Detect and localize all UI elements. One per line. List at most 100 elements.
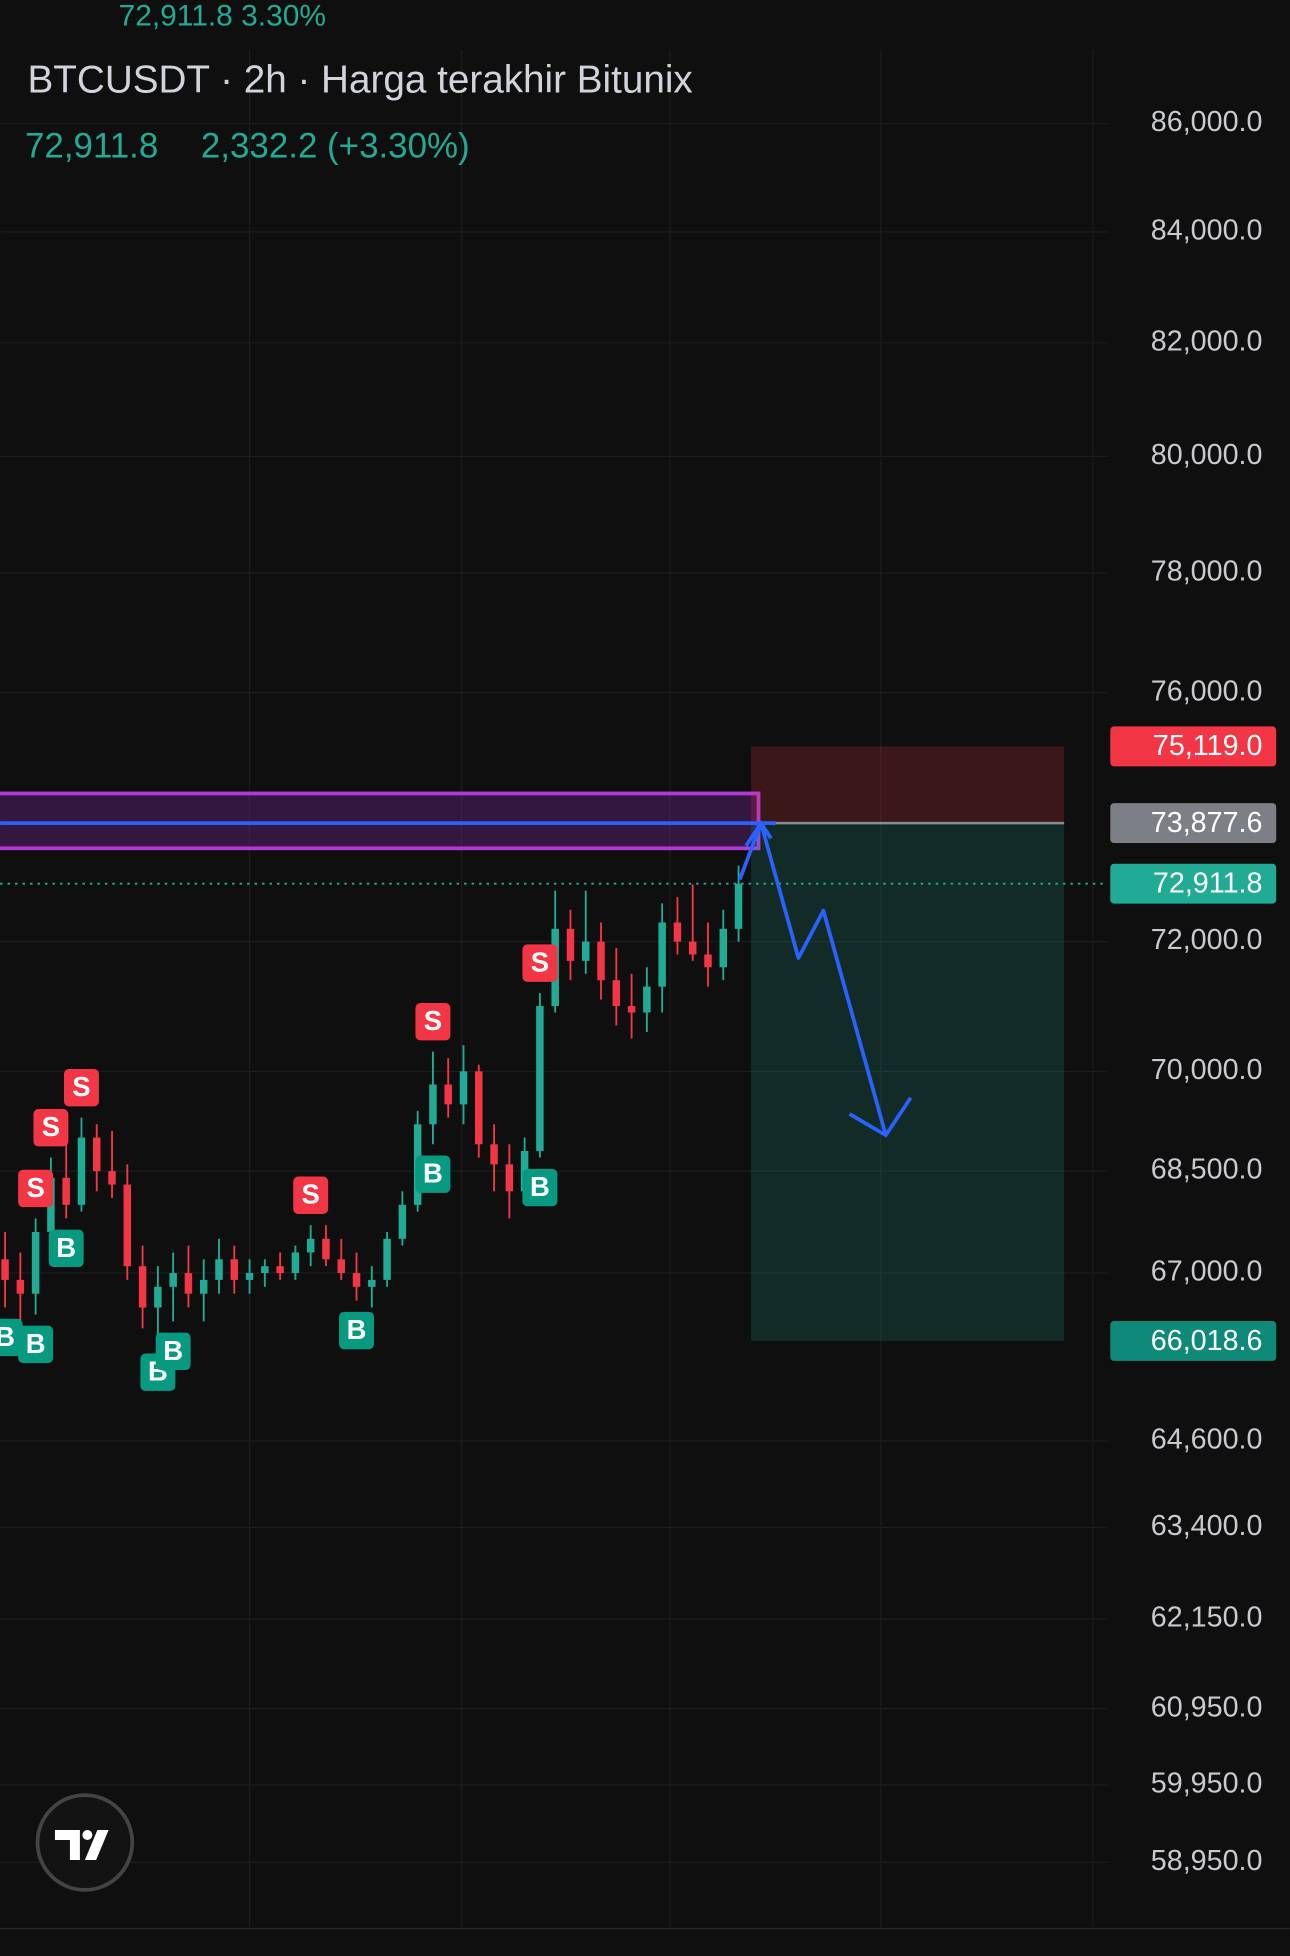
signal-badge	[522, 1168, 558, 1207]
candle-body	[154, 1286, 162, 1308]
candle-body	[16, 1279, 25, 1294]
signal-label: B	[347, 1314, 367, 1345]
candle-body	[1, 1259, 9, 1280]
candle-body	[306, 1238, 315, 1253]
signal-badge	[48, 1229, 84, 1268]
candle-body	[643, 986, 651, 1013]
candle-body	[93, 1137, 101, 1172]
signal-label: B	[163, 1335, 183, 1366]
candle-body	[719, 928, 728, 968]
candle-body	[383, 1238, 391, 1280]
signal-badge	[522, 944, 558, 982]
candle-body	[459, 1071, 468, 1105]
candle-body	[169, 1273, 177, 1287]
signal-badge	[155, 1332, 191, 1371]
candle-body	[658, 922, 666, 987]
logo-dot	[82, 1830, 93, 1840]
y-tick-label: 86,000.0	[1151, 106, 1263, 138]
last-price: 72,911.8	[25, 127, 158, 166]
target-zone	[751, 823, 1065, 1341]
price-tag-label: 72,911.8	[1153, 868, 1263, 900]
arrow-head	[744, 819, 773, 847]
candle-body	[108, 1171, 116, 1185]
price-axis: 86,000.0 84,000.0 82,000.0 80,000.0 78,000.0…	[1110, 106, 1277, 1877]
candle-body	[230, 1259, 239, 1280]
signal-label: S	[26, 1172, 44, 1203]
candle-body	[398, 1204, 407, 1239]
candle-body	[62, 1177, 70, 1205]
candle-body	[627, 1006, 636, 1013]
zone	[0, 791, 761, 851]
y-tick-label: 84,000.0	[1151, 214, 1263, 246]
y-tick-label: 64,600.0	[1151, 1424, 1263, 1456]
y-tick-label: 78,000.0	[1151, 556, 1263, 588]
signal-badge	[64, 1068, 99, 1107]
price-tag	[1110, 803, 1277, 844]
candle-body	[184, 1273, 193, 1294]
signal-label: B	[56, 1232, 76, 1263]
logo[interactable]	[35, 1793, 135, 1892]
signal-label: B	[530, 1171, 550, 1202]
signal-badge	[18, 1325, 54, 1364]
y-tick-label: 72,000.0	[1151, 924, 1263, 956]
arrow	[738, 821, 888, 1136]
logo-circle[interactable]	[35, 1793, 135, 1892]
candle-body	[444, 1084, 452, 1105]
candle-body	[505, 1164, 514, 1192]
price-tag-label: 73,877.6	[1151, 807, 1263, 839]
y-tick-label: 63,400.0	[1151, 1510, 1263, 1542]
vertical-grid	[248, 49, 1094, 1928]
candle-body	[429, 1084, 437, 1125]
signal-badge	[339, 1311, 374, 1350]
signal-label: S	[531, 947, 549, 978]
y-tick-label: 70,000.0	[1151, 1054, 1263, 1086]
candle-body	[536, 1006, 544, 1151]
candle-body	[475, 1071, 483, 1145]
signal-badge	[0, 1318, 23, 1357]
y-tick-label: 82,000.0	[1151, 325, 1263, 357]
signal-badge	[415, 1155, 451, 1193]
stop-zone	[751, 746, 1065, 824]
candle-body	[566, 928, 575, 961]
candle-body	[322, 1238, 330, 1260]
candle-body	[199, 1279, 208, 1294]
candle-body	[77, 1137, 86, 1205]
price-change: 2,332.2 (+3.30%)	[201, 127, 470, 166]
y-tick-label: 58,950.0	[1151, 1845, 1263, 1877]
logo-mark	[54, 1830, 109, 1860]
y-tick-label: 67,000.0	[1151, 1256, 1263, 1288]
y-tick-label: 76,000.0	[1151, 675, 1263, 707]
candle-body	[352, 1273, 361, 1287]
signal-label: S	[72, 1071, 90, 1102]
candle-body	[123, 1184, 132, 1267]
candle-body	[368, 1279, 376, 1287]
signal-label: B	[0, 1321, 15, 1352]
candle-body	[490, 1144, 498, 1165]
y-tick-label: 68,500.0	[1151, 1154, 1263, 1186]
candle-body	[276, 1266, 284, 1274]
price-tag-label: 75,119.0	[1153, 730, 1263, 762]
symbol-line: BTCUSDT · 2h · Harga terakhir Bitunix	[28, 59, 693, 102]
candle-body	[688, 941, 697, 955]
price-tag	[1110, 1321, 1277, 1361]
signal-badge	[293, 1176, 329, 1214]
candle-body	[31, 1231, 40, 1294]
y-tick-label: 80,000.0	[1151, 439, 1263, 471]
candle-body	[245, 1273, 254, 1280]
signal-label: S	[42, 1111, 60, 1142]
candle-body	[215, 1259, 223, 1280]
price-tag	[1110, 863, 1277, 904]
signal-label: S	[302, 1179, 320, 1210]
y-tick-label: 62,150.0	[1151, 1602, 1263, 1634]
candle-body	[291, 1252, 300, 1274]
candle-body	[337, 1259, 345, 1274]
signal-badge	[18, 1169, 54, 1208]
candle-body	[734, 883, 743, 929]
signals: SSSBBBBBSBSBSB	[0, 944, 558, 1391]
signal-label: S	[424, 1005, 442, 1036]
y-tick-label: 60,950.0	[1151, 1691, 1263, 1723]
drawings	[0, 746, 1108, 1341]
signal-badge	[33, 1109, 69, 1147]
